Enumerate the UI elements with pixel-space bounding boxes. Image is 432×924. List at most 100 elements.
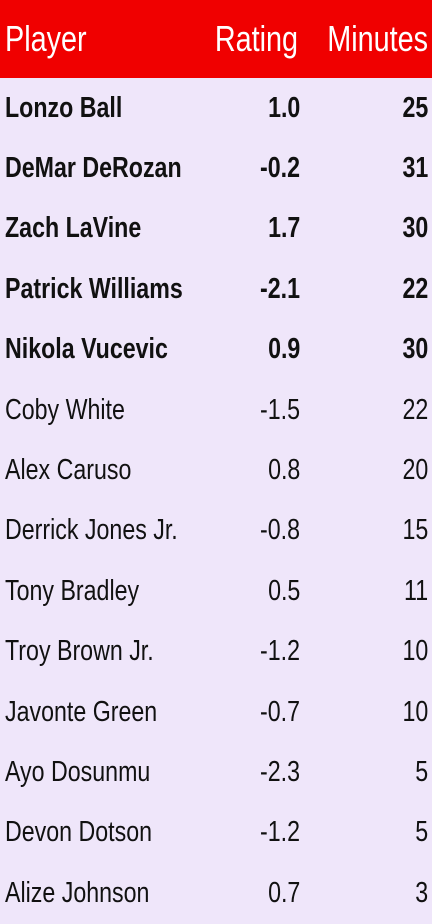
table-row: Ayo Dosunmu -2.3 5: [0, 742, 432, 802]
cell-text: Troy Brown Jr.: [5, 635, 154, 668]
table-cell: 1.0: [260, 78, 300, 138]
table-cell: 22: [396, 380, 428, 440]
table-cell: 10: [396, 622, 428, 682]
cell-text: 20: [402, 454, 428, 487]
cell-text: 25: [402, 91, 428, 124]
cell-text: Devon Dotson: [5, 816, 153, 849]
table-row: Zach LaVine 1.7 30: [0, 199, 432, 259]
table-row: Derrick Jones Jr. -0.8 15: [0, 501, 432, 561]
cell-text: 15: [402, 514, 428, 547]
cell-text: 30: [402, 212, 428, 245]
cell-text: Lonzo Ball: [5, 91, 123, 124]
header-cell: Rating: [194, 0, 298, 78]
table-cell: -2.1: [250, 259, 300, 319]
cell-text: 5: [415, 756, 428, 789]
table-cell: 11: [398, 561, 428, 621]
table-row: Alex Caruso 0.8 20: [0, 440, 432, 500]
header-cell: Player: [5, 0, 107, 78]
table-row: Troy Brown Jr. -1.2 10: [0, 622, 432, 682]
table-cell: -1.2: [250, 803, 300, 863]
cell-text: Alex Caruso: [5, 454, 132, 487]
table-cell: Ayo Dosunmu: [5, 742, 187, 802]
table-cell: 0.7: [260, 863, 300, 923]
cell-text: Alize Johnson: [5, 876, 150, 909]
header-row: Player Rating Minutes: [0, 0, 432, 78]
table-cell: Tony Bradley: [5, 561, 173, 621]
cell-text: Nikola Vucevic: [5, 333, 168, 366]
table-cell: 10: [396, 682, 428, 742]
table-cell: 30: [396, 199, 428, 259]
table-cell: 5: [412, 803, 428, 863]
cell-text: Tony Bradley: [5, 574, 140, 607]
cell-text: -1.2: [260, 816, 300, 849]
cell-text: 0.7: [267, 876, 300, 909]
cell-text: -2.3: [260, 756, 300, 789]
table-cell: 5: [412, 742, 428, 802]
table-cell: -2.3: [250, 742, 300, 802]
cell-text: 11: [403, 574, 428, 607]
header-text: Rating: [214, 18, 298, 59]
table-cell: Zach LaVine: [5, 199, 175, 259]
table-row: DeMar DeRozan -0.2 31: [0, 138, 432, 198]
table-cell: Alize Johnson: [5, 863, 186, 923]
cell-text: 22: [402, 393, 428, 426]
table-cell: Coby White: [5, 380, 155, 440]
cell-text: DeMar DeRozan: [5, 152, 182, 185]
table-cell: 15: [396, 501, 428, 561]
table-cell: 22: [396, 259, 428, 319]
cell-text: 1.7: [267, 212, 300, 245]
table-row: Patrick Williams -2.1 22: [0, 259, 432, 319]
table-cell: 0.9: [260, 320, 300, 380]
cell-text: Derrick Jones Jr.: [5, 514, 178, 547]
table-cell: 0.8: [260, 440, 300, 500]
table-row: Alize Johnson 0.7 3: [0, 863, 432, 923]
table-row: Coby White -1.5 22: [0, 380, 432, 440]
cell-text: Ayo Dosunmu: [5, 756, 151, 789]
table-cell: 31: [396, 138, 428, 198]
table-cell: 30: [396, 320, 428, 380]
cell-text: 22: [402, 272, 428, 305]
table-row: Javonte Green -0.7 10: [0, 682, 432, 742]
cell-text: Patrick Williams: [5, 272, 183, 305]
table-cell: Derrick Jones Jr.: [5, 501, 221, 561]
cell-text: 3: [415, 876, 428, 909]
cell-text: 1.0: [267, 91, 300, 124]
table-cell: Alex Caruso: [5, 440, 163, 500]
cell-text: -0.2: [260, 152, 300, 185]
cell-text: 0.9: [267, 333, 300, 366]
cell-text: 0.5: [267, 574, 300, 607]
cell-text: 5: [415, 816, 428, 849]
cell-text: Zach LaVine: [5, 212, 142, 245]
table-cell: 20: [396, 440, 428, 500]
cell-text: -2.1: [260, 272, 300, 305]
header-text: Minutes: [327, 18, 428, 59]
cell-text: -0.7: [260, 695, 300, 728]
table-row: Devon Dotson -1.2 5: [0, 803, 432, 863]
table-cell: -0.7: [250, 682, 300, 742]
table-cell: 0.5: [260, 561, 300, 621]
table-cell: -0.8: [250, 501, 300, 561]
table-cell: Lonzo Ball: [5, 78, 152, 138]
table-cell: Troy Brown Jr.: [5, 622, 191, 682]
cell-text: -1.2: [260, 635, 300, 668]
table-cell: 1.7: [260, 199, 300, 259]
table-cell: Nikola Vucevic: [5, 320, 209, 380]
table-cell: -0.2: [250, 138, 300, 198]
header-cell: Minutes: [302, 0, 428, 78]
table-row: Lonzo Ball 1.0 25: [0, 78, 432, 138]
cell-text: Coby White: [5, 393, 125, 426]
table-cell: Devon Dotson: [5, 803, 189, 863]
table-cell: DeMar DeRozan: [5, 138, 226, 198]
cell-text: 10: [402, 695, 428, 728]
cell-text: -1.5: [260, 393, 300, 426]
cell-text: 10: [402, 635, 428, 668]
cell-text: Javonte Green: [5, 695, 158, 728]
table-cell: 3: [412, 863, 428, 923]
header-text: Player: [5, 18, 87, 59]
table-cell: 25: [396, 78, 428, 138]
cell-text: 0.8: [267, 454, 300, 487]
table-cell: -1.5: [250, 380, 300, 440]
table-row: Nikola Vucevic 0.9 30: [0, 320, 432, 380]
